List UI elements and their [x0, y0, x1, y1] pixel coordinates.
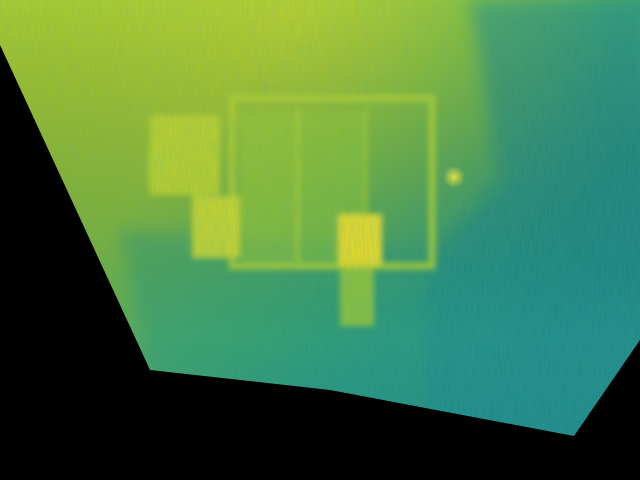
- thermal-image-view: [0, 0, 640, 436]
- thermal-image: [0, 0, 640, 436]
